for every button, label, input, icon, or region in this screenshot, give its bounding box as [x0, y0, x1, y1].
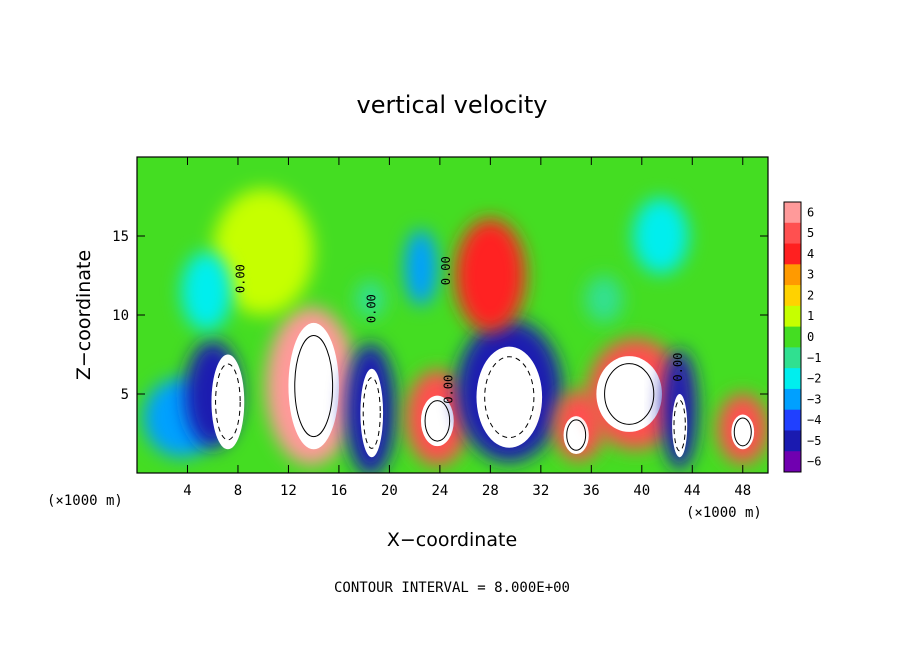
x-tick-label-11: 48 [734, 483, 751, 499]
y-tick-label-2: 15 [112, 229, 129, 245]
y-tick-label-1: 10 [112, 308, 129, 324]
velocity-cell-24 [355, 280, 386, 319]
colorbar-segment-10 [784, 409, 801, 431]
colorbar-label-5: 1 [807, 309, 814, 323]
x-tick-label-2: 12 [280, 483, 297, 499]
contour-line-22 [733, 417, 752, 447]
colorbar-segment-0 [784, 202, 801, 224]
colorbar-segment-9 [784, 388, 801, 411]
x-tick-label-3: 16 [330, 483, 347, 499]
velocity-cell-18 [596, 356, 662, 432]
colorbar-label-9: −3 [807, 392, 821, 406]
contour-line-4 [294, 335, 334, 438]
contour-label-2: 0.00 [439, 256, 453, 285]
x-tick-label-0: 4 [183, 483, 191, 499]
colorbar-segment-12 [784, 451, 801, 473]
colorbar-segment-7 [784, 347, 801, 369]
colorbar-label-11: −5 [807, 434, 821, 448]
contour-label-3: 0.00 [442, 375, 456, 404]
contour-label-1: 0.00 [365, 294, 379, 323]
velocity-cell-14 [181, 251, 232, 331]
colorbar: 6 5 4 3 2 1 0 −1 −2 −3 −4 −5 −6 [783, 201, 821, 473]
colorbar-segment-5 [784, 305, 801, 328]
chart-title: vertical velocity [357, 91, 548, 119]
colorbar-segment-3 [784, 264, 801, 286]
contour-label-4: 0.00 [671, 353, 685, 382]
contour-line-20 [673, 399, 686, 452]
velocity-cell-25 [585, 275, 623, 323]
x-unit-label-right: (×1000 m) [686, 505, 762, 521]
colorbar-label-4: 2 [807, 288, 814, 302]
velocity-cell-2 [211, 354, 245, 450]
colorbar-label-12: −6 [807, 455, 821, 469]
x-tick-label-6: 28 [482, 483, 499, 499]
contour-line-10 [484, 356, 535, 439]
colorbar-segment-2 [784, 243, 801, 265]
colorbar-label-2: 4 [807, 247, 814, 261]
contour-lines [215, 335, 752, 452]
colorbar-label-0: 6 [807, 205, 814, 219]
velocity-cell-6 [360, 368, 384, 458]
contour-labels: 0.00 0.00 0.00 0.00 0.00 [233, 256, 685, 403]
colorbar-segment-6 [784, 326, 801, 348]
y-axis-title: Z−coordinate [73, 250, 95, 380]
colorbar-segment-8 [784, 368, 801, 390]
colorbar-frame [783, 201, 802, 473]
velocity-cell-23 [632, 198, 689, 274]
x-tick-label-4: 20 [381, 483, 398, 499]
velocity-cell-16 [563, 416, 589, 455]
x-tick-label-7: 32 [532, 483, 549, 499]
x-axis-title: X−coordinate [387, 529, 517, 551]
colorbar-segment-4 [784, 285, 801, 307]
colorbar-label-7: −1 [807, 351, 821, 365]
contour-line-8 [424, 400, 451, 442]
colorbar-label-8: −2 [807, 372, 821, 386]
contour-line-18 [604, 363, 655, 425]
velocity-cell-12 [404, 229, 438, 306]
colorbar-label-6: 0 [807, 330, 814, 344]
velocity-cell-4 [288, 322, 339, 450]
y-axis: 5 10 15 [112, 229, 768, 403]
x-tick-label-5: 24 [431, 483, 448, 499]
velocity-cell-10 [476, 346, 543, 448]
colorbar-label-10: −4 [807, 413, 821, 427]
x-tick-label-8: 36 [583, 483, 600, 499]
x-unit-label-left: (×1000 m) [47, 493, 123, 509]
velocity-cell-20 [672, 394, 688, 458]
colorbar-label-3: 3 [807, 268, 814, 282]
colorbar-segment-11 [784, 430, 801, 452]
velocity-cell-8 [420, 395, 454, 447]
x-tick-label-9: 40 [633, 483, 650, 499]
contour-line-16 [566, 419, 587, 451]
velocity-cell-13 [212, 188, 314, 315]
y-tick-label-0: 5 [121, 387, 129, 403]
velocity-field [143, 188, 768, 473]
velocity-cell-11 [455, 218, 526, 333]
contour-line-2 [215, 363, 241, 441]
contour-line-6 [362, 377, 381, 449]
colorbar-label-1: 5 [807, 226, 814, 240]
contour-interval-note: CONTOUR INTERVAL = 8.000E+00 [334, 580, 570, 596]
colorbar-segment-1 [784, 222, 801, 245]
x-axis: 4 8 12 16 20 24 28 32 36 40 44 48 [183, 157, 751, 499]
x-tick-label-1: 8 [234, 483, 242, 499]
x-tick-label-10: 44 [684, 483, 701, 499]
velocity-cell-22 [731, 414, 755, 450]
contour-label-0: 0.00 [233, 264, 247, 293]
